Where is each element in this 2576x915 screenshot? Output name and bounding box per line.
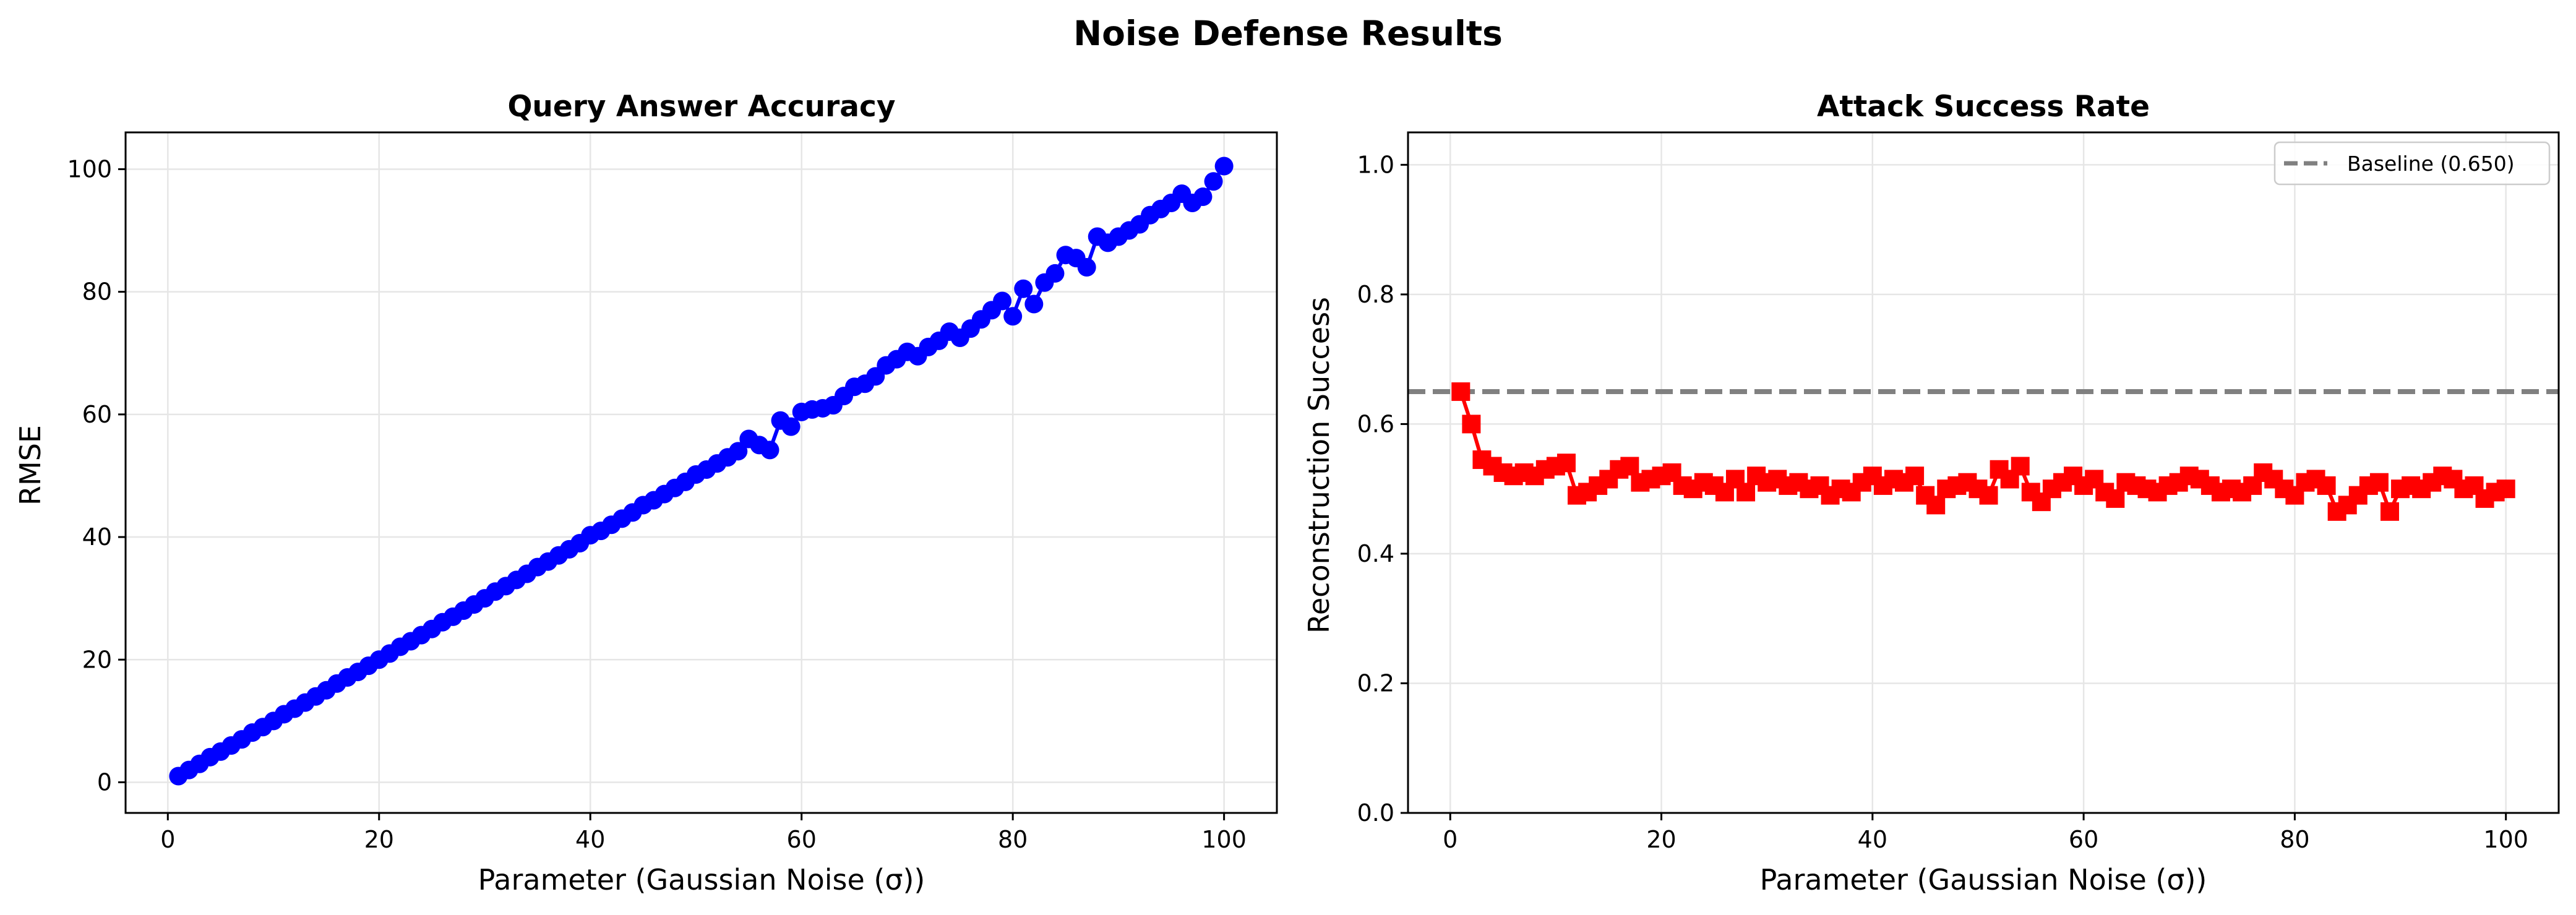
data-point bbox=[2380, 502, 2399, 521]
data-point bbox=[1451, 382, 1470, 402]
x-tick-label: 40 bbox=[1858, 826, 1887, 853]
data-point bbox=[1204, 172, 1223, 191]
x-tick-label: 100 bbox=[2483, 826, 2528, 853]
x-tick-label: 80 bbox=[998, 826, 1028, 853]
data-point bbox=[1737, 483, 1756, 502]
x-axis-label: Parameter (Gaussian Noise (σ)) bbox=[478, 863, 925, 896]
y-tick-label: 0.4 bbox=[1357, 540, 1394, 567]
y-tick-label: 20 bbox=[82, 646, 112, 673]
plot-frame bbox=[1407, 131, 2560, 814]
data-point bbox=[1905, 466, 1925, 486]
data-point bbox=[1024, 294, 1044, 314]
data-point bbox=[2496, 479, 2515, 499]
data-point bbox=[1045, 264, 1065, 283]
x-tick-label: 0 bbox=[1443, 826, 1458, 853]
y-tick-label: 60 bbox=[82, 401, 112, 428]
y-axis-label: Reconstruction Success bbox=[1302, 297, 1336, 634]
data-point bbox=[2011, 457, 2030, 476]
data-point bbox=[1620, 457, 1639, 476]
data-point bbox=[1003, 307, 1023, 326]
data-point bbox=[2317, 476, 2336, 495]
grid-lines bbox=[126, 132, 1277, 813]
axis-ticks: 0 20 40 60 80 100 0.0 0.2 0.4 0.6 0.8 1.0 bbox=[1357, 151, 2528, 853]
legend-box bbox=[2273, 141, 2551, 186]
x-axis-label: Parameter (Gaussian Noise (σ)) bbox=[1760, 863, 2207, 896]
chart-title: Query Answer Accuracy bbox=[507, 90, 895, 124]
x-tick-label: 60 bbox=[787, 826, 817, 853]
axis-ticks: 0 20 40 60 80 100 0 20 40 60 80 100 bbox=[67, 155, 1246, 853]
y-tick-label: 100 bbox=[67, 155, 112, 183]
chart-title: Attack Success Rate bbox=[1817, 90, 2150, 124]
x-tick-label: 20 bbox=[364, 826, 394, 853]
data-point bbox=[993, 291, 1012, 311]
data-point bbox=[729, 442, 748, 461]
x-tick-label: 60 bbox=[2069, 826, 2098, 853]
x-tick-label: 20 bbox=[1646, 826, 1676, 853]
data-point bbox=[1214, 157, 1234, 176]
grid-lines bbox=[1408, 132, 2559, 814]
data-series bbox=[1451, 382, 2515, 521]
y-tick-label: 0.8 bbox=[1357, 281, 1394, 308]
data-point bbox=[1556, 453, 1576, 473]
x-tick-label: 80 bbox=[2280, 826, 2309, 853]
data-point bbox=[2106, 489, 2125, 508]
panel-query-answer-accuracy: Query Answer Accuracy Parameter (Gaussia… bbox=[14, 90, 1278, 896]
figure-suptitle: Noise Defense Results bbox=[1073, 14, 1503, 53]
x-tick-label: 0 bbox=[160, 826, 175, 853]
y-tick-label: 0.2 bbox=[1357, 669, 1394, 697]
data-point bbox=[1926, 496, 1946, 515]
y-tick-label: 40 bbox=[82, 523, 112, 551]
data-point bbox=[2369, 473, 2389, 492]
data-point bbox=[1014, 279, 1033, 298]
x-tick-label: 40 bbox=[575, 826, 605, 853]
y-tick-label: 80 bbox=[82, 278, 112, 306]
data-point bbox=[1193, 187, 1213, 207]
data-point bbox=[1462, 415, 1481, 434]
legend-baseline-label: Baseline (0.650) bbox=[2347, 152, 2515, 176]
data-series bbox=[169, 157, 1234, 786]
y-tick-label: 1.0 bbox=[1357, 151, 1394, 178]
data-point bbox=[760, 440, 779, 460]
panel-attack-success-rate: Attack Success Rate Parameter (Gaussian … bbox=[1302, 90, 2560, 896]
y-tick-label: 0.0 bbox=[1357, 799, 1394, 827]
data-point bbox=[1979, 486, 1998, 505]
legend: Baseline (0.650) bbox=[2273, 141, 2551, 186]
plot-frame bbox=[124, 131, 1278, 814]
y-tick-label: 0.6 bbox=[1357, 410, 1394, 437]
y-axis-label: RMSE bbox=[14, 425, 47, 505]
x-tick-label: 100 bbox=[1201, 826, 1247, 853]
data-point bbox=[781, 417, 801, 436]
data-point bbox=[1077, 258, 1096, 277]
y-tick-label: 0 bbox=[97, 768, 112, 796]
